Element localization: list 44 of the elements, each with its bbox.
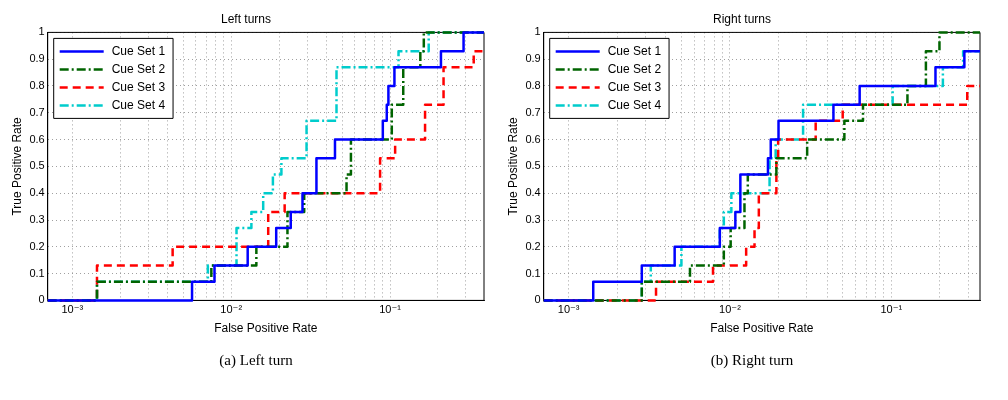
x-tick-label: 10⁻¹ xyxy=(880,303,903,316)
y-axis-title: True Positive Rate xyxy=(9,116,24,216)
x-axis-title: False Positive Rate xyxy=(710,321,814,336)
y-tick-label: 0.2 xyxy=(29,239,45,252)
x-axis-title: False Positive Rate xyxy=(214,321,318,336)
text: (a) Left turn xyxy=(218,352,294,369)
y-tick-label: 0.3 xyxy=(525,213,541,226)
legend-label: Cue Set 1 xyxy=(111,43,166,58)
text: (b) Right turn xyxy=(709,352,795,369)
legend-label: Cue Set 2 xyxy=(607,61,662,76)
x-tick-label: 10⁻² xyxy=(719,303,742,316)
legend-label: Cue Set 4 xyxy=(607,97,662,112)
legend-label: Cue Set 3 xyxy=(111,79,166,94)
y-tick-label: 0.5 xyxy=(29,159,45,172)
legend-label: Cue Set 3 xyxy=(607,79,662,94)
x-tick-label: 10⁻³ xyxy=(557,303,580,316)
y-tick-label: 0.5 xyxy=(525,159,541,172)
x-tick-label: 10⁻¹ xyxy=(379,303,402,316)
chart-title: Left turns xyxy=(220,11,272,26)
y-tick-label: 0 xyxy=(38,293,45,306)
y-tick-label: 0.7 xyxy=(29,105,45,118)
y-tick-label: 0.4 xyxy=(29,186,45,199)
legend-label: Cue Set 1 xyxy=(607,43,662,58)
y-tick-label: 0.4 xyxy=(525,186,541,199)
y-tick-label: 0.2 xyxy=(525,239,541,252)
y-tick-label: 0.7 xyxy=(525,105,541,118)
y-tick-label: 0.9 xyxy=(29,52,45,65)
y-tick-label: 0.8 xyxy=(29,79,45,92)
y-tick-label: 1 xyxy=(534,25,541,38)
y-tick-label: 0.6 xyxy=(29,132,45,145)
x-tick-label: 10⁻² xyxy=(220,303,243,316)
y-axis-title: True Positive Rate xyxy=(505,116,520,216)
y-tick-label: 0.3 xyxy=(29,213,45,226)
legend-label: Cue Set 4 xyxy=(111,97,166,112)
chart-title: Right turns xyxy=(712,11,772,26)
y-tick-label: 1 xyxy=(38,25,45,38)
y-tick-label: 0.9 xyxy=(525,52,541,65)
x-tick-label: 10⁻³ xyxy=(61,303,84,316)
y-tick-label: 0 xyxy=(534,293,541,306)
legend-label: Cue Set 2 xyxy=(111,61,166,76)
y-tick-label: 0.1 xyxy=(525,266,541,279)
y-tick-label: 0.6 xyxy=(525,132,541,145)
y-tick-label: 0.1 xyxy=(29,266,45,279)
y-tick-label: 0.8 xyxy=(525,79,541,92)
